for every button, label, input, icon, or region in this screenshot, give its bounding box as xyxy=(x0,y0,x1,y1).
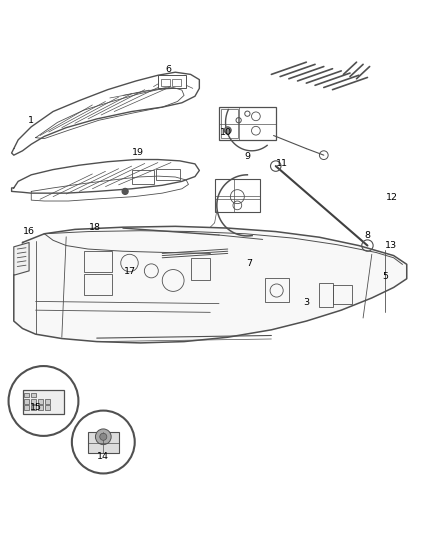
Bar xyxy=(84,251,112,272)
Text: 3: 3 xyxy=(303,298,309,307)
Bar xyxy=(191,258,210,280)
Bar xyxy=(155,169,180,180)
Bar xyxy=(38,405,42,410)
Bar xyxy=(132,171,153,183)
Text: 18: 18 xyxy=(88,223,101,232)
Bar xyxy=(333,285,352,304)
Text: 13: 13 xyxy=(385,241,398,250)
Bar xyxy=(319,282,332,306)
Bar xyxy=(38,399,42,403)
Bar xyxy=(31,393,35,398)
Text: 15: 15 xyxy=(30,402,42,411)
Circle shape xyxy=(100,433,107,440)
Bar xyxy=(158,75,186,88)
Bar xyxy=(221,109,238,138)
Text: 8: 8 xyxy=(364,231,371,239)
Bar xyxy=(215,179,261,212)
Circle shape xyxy=(95,429,111,445)
Text: 9: 9 xyxy=(244,152,251,161)
Bar xyxy=(84,274,112,295)
Bar xyxy=(23,390,64,414)
Bar xyxy=(24,405,28,410)
Text: 19: 19 xyxy=(132,149,144,157)
Text: 12: 12 xyxy=(385,193,397,202)
Circle shape xyxy=(224,127,231,134)
Text: 10: 10 xyxy=(219,127,232,136)
Text: 7: 7 xyxy=(247,259,253,268)
Bar xyxy=(24,393,28,398)
Polygon shape xyxy=(14,227,407,343)
Text: 17: 17 xyxy=(124,267,135,276)
Bar xyxy=(172,79,180,86)
Bar xyxy=(45,399,49,403)
Text: 1: 1 xyxy=(28,116,34,125)
Text: 14: 14 xyxy=(97,452,110,461)
Bar xyxy=(88,432,119,454)
Text: 16: 16 xyxy=(23,227,35,236)
Bar xyxy=(31,399,35,403)
Text: 6: 6 xyxy=(166,64,172,74)
Circle shape xyxy=(72,410,135,473)
Polygon shape xyxy=(14,243,29,275)
Text: 5: 5 xyxy=(382,272,388,280)
Circle shape xyxy=(122,188,128,195)
Bar xyxy=(24,399,28,403)
Bar xyxy=(31,405,35,410)
Circle shape xyxy=(9,366,78,436)
Bar xyxy=(265,278,289,302)
Bar xyxy=(45,405,49,410)
Bar xyxy=(219,107,276,140)
Bar xyxy=(161,79,170,86)
Text: 11: 11 xyxy=(276,159,288,168)
